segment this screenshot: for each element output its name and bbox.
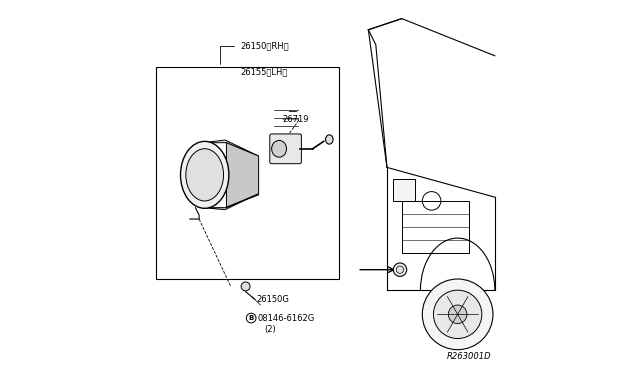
Text: 26719: 26719 bbox=[283, 115, 309, 124]
Circle shape bbox=[396, 266, 404, 273]
Text: 26155〈LH〉: 26155〈LH〉 bbox=[240, 67, 287, 76]
Polygon shape bbox=[203, 193, 259, 210]
Text: R263001D: R263001D bbox=[447, 352, 491, 361]
Circle shape bbox=[394, 263, 406, 276]
FancyBboxPatch shape bbox=[270, 134, 301, 164]
Ellipse shape bbox=[271, 141, 287, 157]
Polygon shape bbox=[227, 143, 259, 207]
Circle shape bbox=[241, 282, 250, 291]
Ellipse shape bbox=[186, 149, 223, 201]
Bar bbox=[402, 201, 468, 253]
Text: 26150G: 26150G bbox=[257, 295, 290, 304]
Bar bbox=[156, 67, 339, 279]
Text: 26150〈RH〉: 26150〈RH〉 bbox=[220, 41, 289, 64]
Circle shape bbox=[449, 305, 467, 324]
Text: (2): (2) bbox=[264, 325, 276, 334]
Ellipse shape bbox=[326, 135, 333, 144]
Text: B: B bbox=[248, 315, 254, 321]
Text: 08146-6162G: 08146-6162G bbox=[257, 314, 315, 323]
Ellipse shape bbox=[180, 141, 229, 208]
Bar bbox=[392, 179, 415, 201]
Polygon shape bbox=[203, 140, 259, 156]
Circle shape bbox=[422, 279, 493, 350]
Circle shape bbox=[246, 313, 256, 323]
Circle shape bbox=[433, 290, 482, 339]
